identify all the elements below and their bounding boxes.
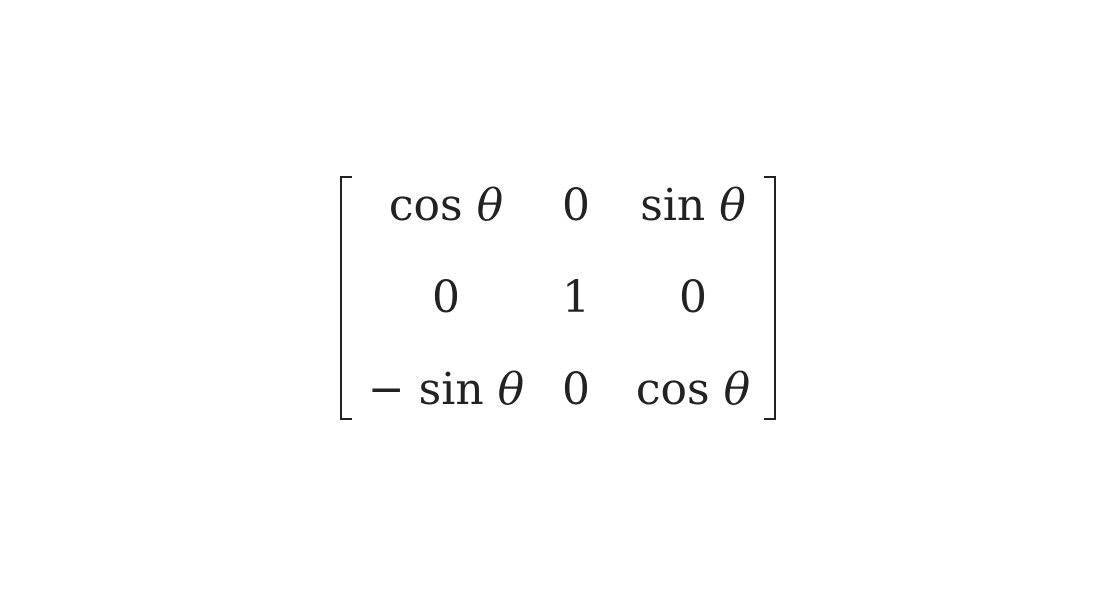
theta-symbol: θ bbox=[719, 180, 746, 231]
function-name: cos bbox=[388, 180, 463, 231]
function-name: sin bbox=[640, 180, 706, 231]
matrix-cell-r3c2: 0 bbox=[554, 368, 598, 412]
matrix-entry: 0 bbox=[562, 364, 590, 415]
left-bracket bbox=[340, 176, 352, 420]
theta-symbol: θ bbox=[497, 364, 525, 415]
matrix-entry: 1 bbox=[562, 272, 590, 323]
theta-symbol: θ bbox=[476, 180, 504, 231]
matrix-entry: 0 bbox=[562, 180, 590, 231]
theta-symbol: θ bbox=[723, 364, 751, 415]
matrix-cell-r1c2: 0 bbox=[554, 184, 598, 228]
matrix-cell-r1c3: sin θ bbox=[620, 184, 766, 228]
matrix-cell-r2c3: 0 bbox=[620, 276, 766, 320]
matrix-entry: 0 bbox=[679, 272, 707, 323]
matrix-cell-r3c1: − sin θ bbox=[358, 368, 534, 412]
right-bracket bbox=[764, 176, 776, 420]
matrix-cell-r2c1: 0 bbox=[358, 276, 534, 320]
matrix-entry: 0 bbox=[432, 272, 460, 323]
function-name: cos bbox=[635, 364, 710, 415]
rotation-matrix: cos θ 0 sin θ 0 1 0 − sin θ 0 cos θ bbox=[340, 176, 776, 420]
matrix-cell-r3c3: cos θ bbox=[620, 368, 766, 412]
function-name: − sin bbox=[367, 364, 484, 415]
matrix-cell-r1c1: cos θ bbox=[358, 184, 534, 228]
matrix-cell-r2c2: 1 bbox=[554, 276, 598, 320]
